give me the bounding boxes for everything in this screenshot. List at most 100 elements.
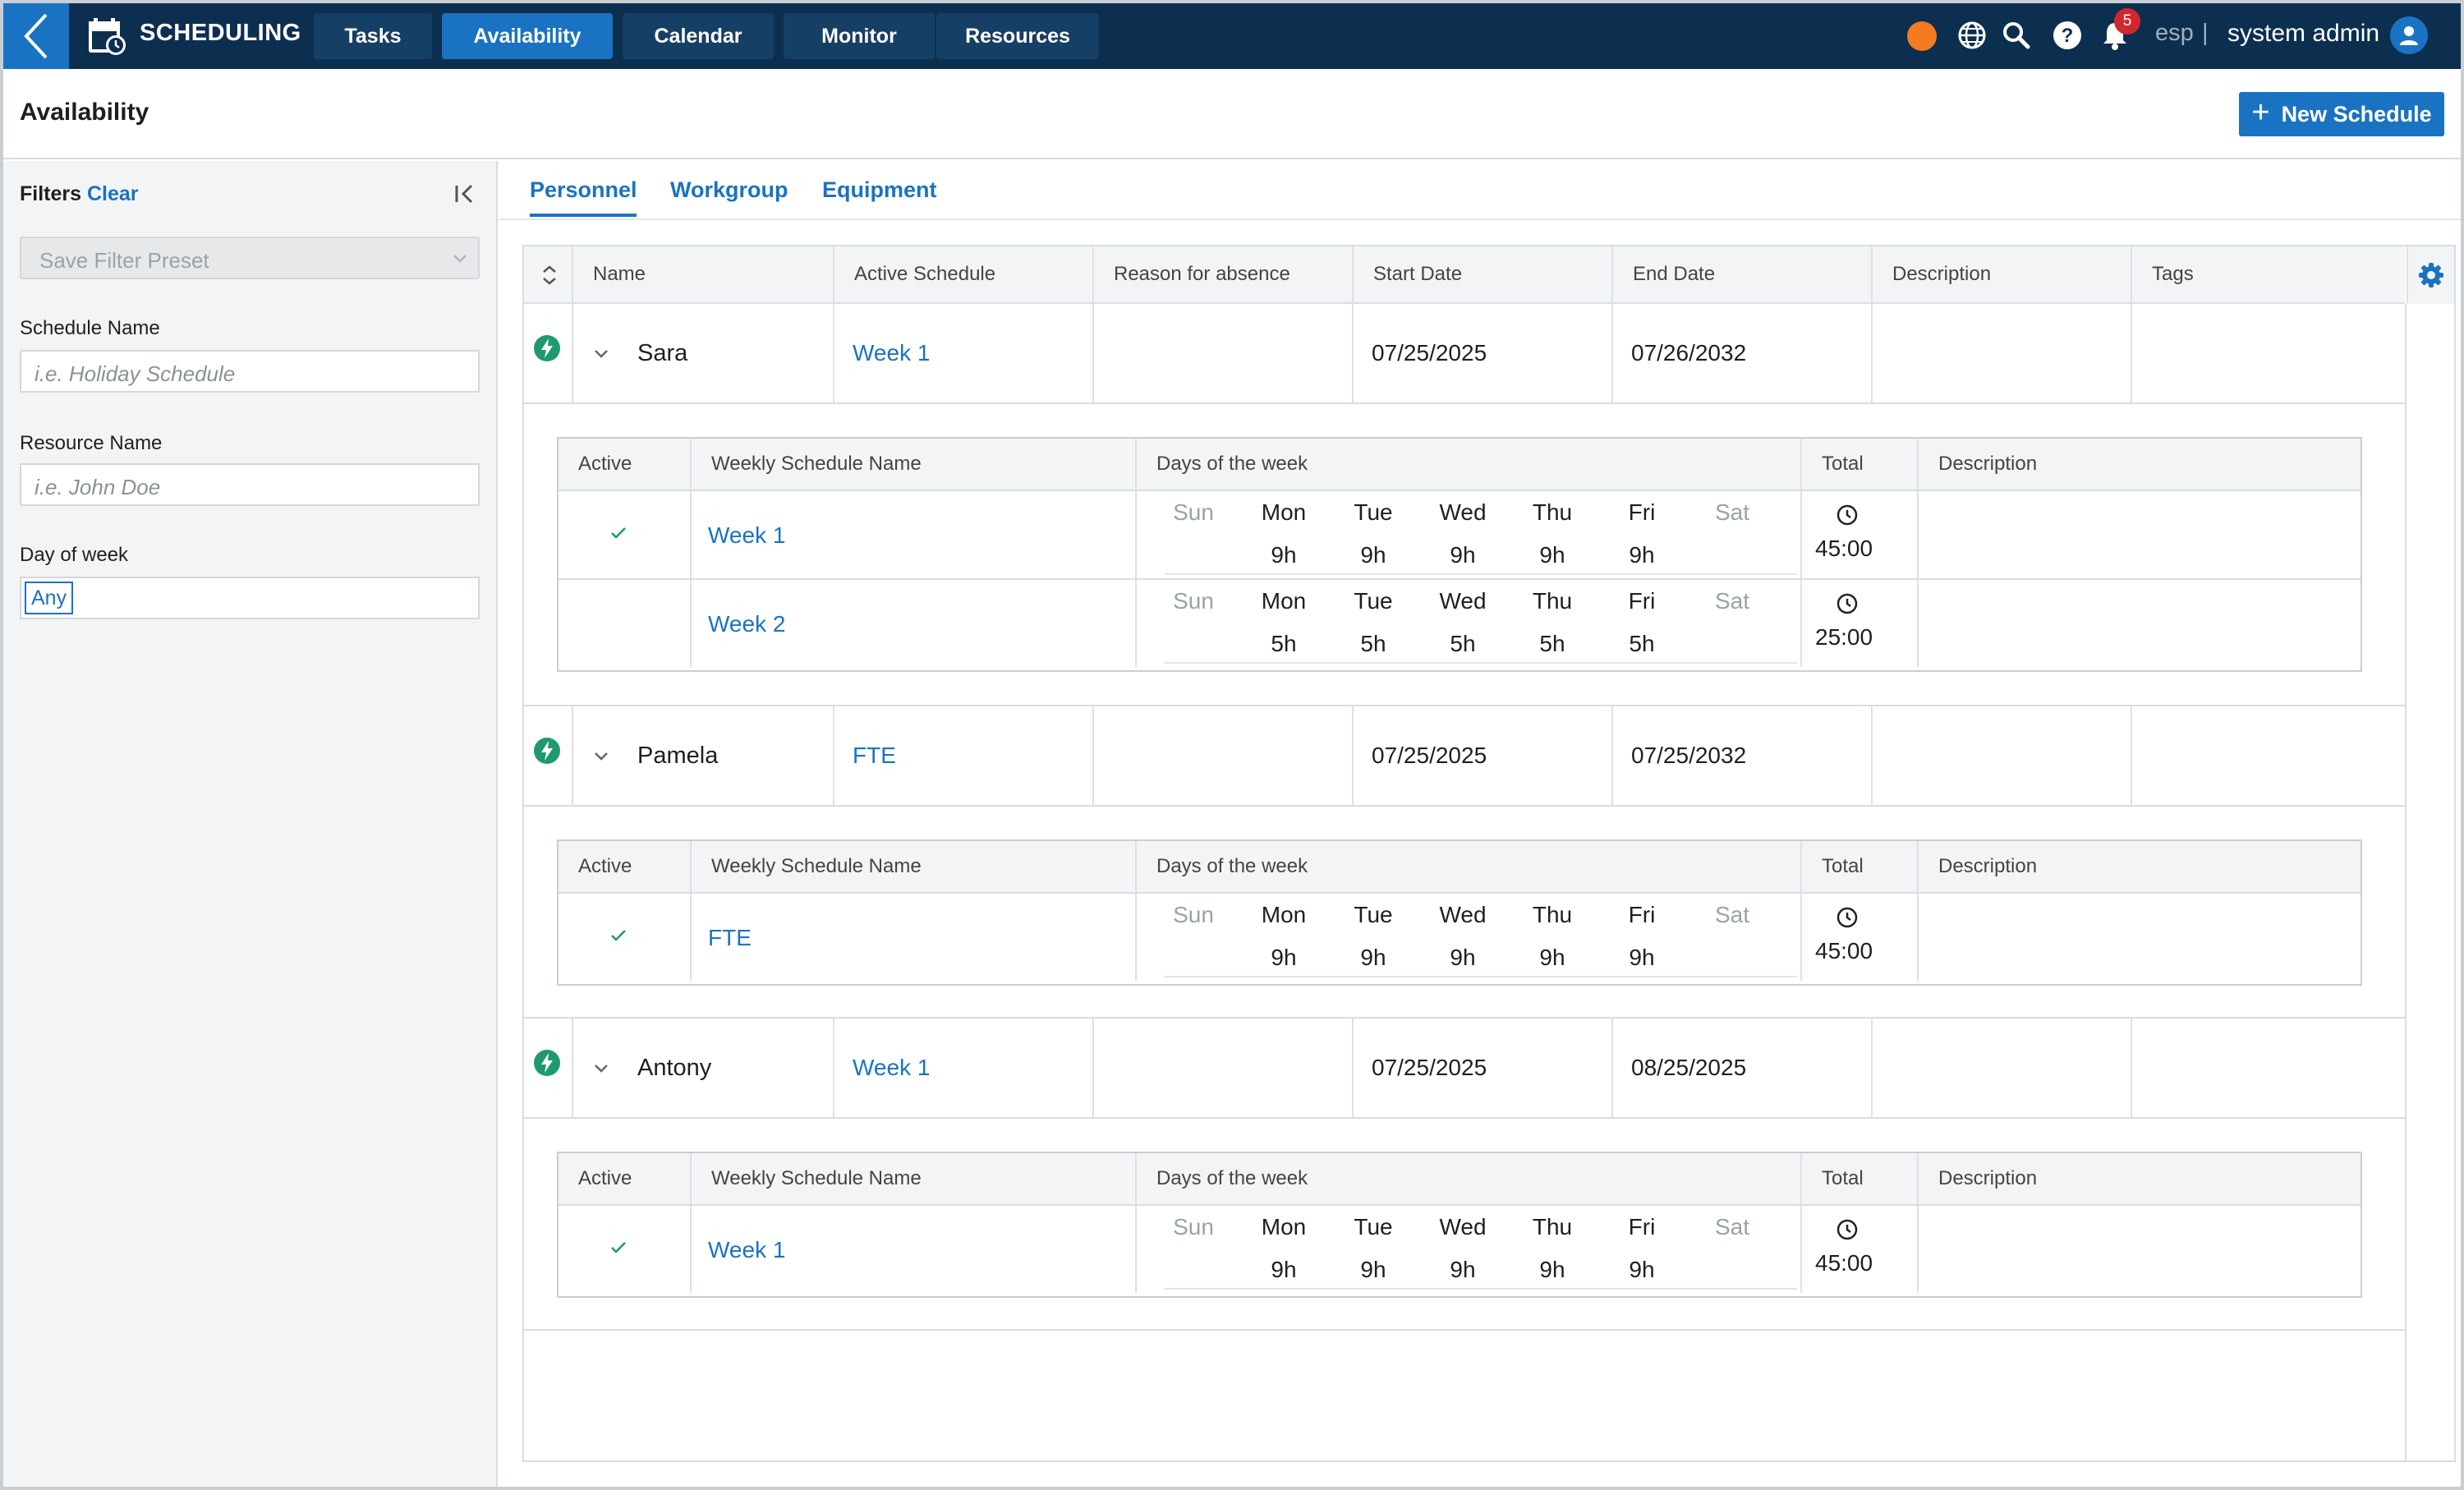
- resource-name-input[interactable]: i.e. John Doe: [20, 463, 480, 506]
- active-schedule-link[interactable]: Week 1: [833, 304, 1092, 402]
- person-name: Pamela: [637, 743, 719, 769]
- divider: [690, 491, 1135, 578]
- column-header-tags[interactable]: Tags: [2131, 246, 2405, 302]
- app-title: SCHEDULING: [140, 20, 301, 46]
- day-of-week-chip[interactable]: Any: [25, 582, 74, 614]
- search-icon[interactable]: [1999, 18, 2034, 53]
- status-indicator[interactable]: [1907, 21, 1937, 51]
- column-header-end-date[interactable]: End Date: [1611, 246, 1871, 302]
- inner-column-name: Weekly Schedule Name: [690, 439, 1135, 490]
- grid-settings-button[interactable]: [2407, 246, 2454, 304]
- divider: [690, 894, 1135, 981]
- active-schedule-link[interactable]: FTE: [833, 706, 1092, 805]
- inner-header: Active Weekly Schedule Name Days of the …: [559, 1153, 2361, 1206]
- schedule-name-input[interactable]: i.e. Holiday Schedule: [20, 350, 480, 393]
- inner-column-total: Total: [1800, 1153, 1917, 1204]
- separator: |: [2202, 20, 2209, 46]
- tab-resources[interactable]: Resources: [936, 13, 1099, 59]
- chevron-down-icon[interactable]: [591, 1058, 611, 1078]
- checkmark-icon: [611, 1242, 626, 1253]
- help-icon[interactable]: ?: [2050, 18, 2085, 53]
- column-header-reason[interactable]: Reason for absence: [1092, 246, 1352, 302]
- hours-thu: 9h: [1539, 945, 1565, 970]
- start-date-cell: 07/25/2025: [1352, 706, 1611, 805]
- language-switch[interactable]: esp: [2155, 20, 2194, 46]
- tab-availability[interactable]: Availability: [442, 13, 613, 59]
- column-header-active-schedule[interactable]: Active Schedule: [833, 246, 1092, 302]
- hours-mon: 9h: [1271, 1257, 1297, 1282]
- reason-cell: [1092, 304, 1352, 402]
- table-row[interactable]: Week 2 Sun Mon Tue Wed Thu Fri Sat 5h 5h…: [559, 580, 2361, 669]
- clock-icon: [1837, 907, 1858, 928]
- end-date-cell: 07/26/2032: [1611, 304, 1871, 402]
- tags-cell: [2131, 304, 2405, 402]
- day-thu: Thu: [1532, 902, 1573, 927]
- globe-icon[interactable]: [1955, 18, 1989, 53]
- column-header-description[interactable]: Description: [1871, 246, 2131, 302]
- day-sat: Sat: [1714, 588, 1750, 614]
- weekly-schedule-link[interactable]: Week 1: [708, 1237, 786, 1262]
- hours-wed: 9h: [1450, 945, 1476, 970]
- schedule-description: [1917, 894, 2361, 981]
- description-cell: [1871, 706, 2131, 805]
- hours-wed: 9h: [1450, 542, 1476, 568]
- chevron-down-icon[interactable]: [591, 746, 611, 766]
- clear-filters-link[interactable]: Clear: [87, 182, 139, 205]
- save-filter-preset-select: Save Filter Preset: [20, 237, 480, 279]
- day-mon: Mon: [1261, 499, 1307, 525]
- tab-workgroup[interactable]: Workgroup: [670, 177, 788, 202]
- active-schedule-link[interactable]: Week 1: [833, 1019, 1092, 1117]
- chevron-down-icon: [453, 255, 467, 263]
- plus-icon: +: [2251, 95, 2270, 130]
- gear-icon: [2419, 263, 2443, 287]
- resource-name-label: Resource Name: [20, 432, 163, 454]
- hours-thu: 5h: [1539, 631, 1565, 656]
- table-row[interactable]: Pamela FTE 07/25/2025 07/25/2032: [524, 706, 2405, 807]
- inner-column-days: Days of the week: [1135, 1153, 1800, 1204]
- table-row[interactable]: FTE Sun Mon Tue Wed Thu Fri Sat 9h 9h 9h…: [559, 894, 2361, 982]
- row-detail: Active Weekly Schedule Name Days of the …: [524, 404, 2405, 706]
- table-row[interactable]: Sara Week 1 07/25/2025 07/26/2032: [524, 304, 2405, 404]
- checkmark-icon: [611, 527, 626, 539]
- inner-header: Active Weekly Schedule Name Days of the …: [559, 439, 2361, 491]
- inner-header: Active Weekly Schedule Name Days of the …: [559, 841, 2361, 894]
- weekly-schedule-link[interactable]: Week 2: [708, 611, 786, 637]
- hours-mon: 9h: [1271, 945, 1297, 970]
- chevron-left-icon: [24, 13, 48, 59]
- reason-cell: [1092, 706, 1352, 805]
- inner-column-description: Description: [1917, 841, 2361, 892]
- tab-equipment[interactable]: Equipment: [822, 177, 937, 202]
- table-row[interactable]: Week 1 Sun Mon Tue Wed Thu Fri Sat 9h 9h…: [559, 1206, 2361, 1295]
- column-header-name[interactable]: Name: [572, 246, 833, 302]
- collapse-sidebar-icon[interactable]: [450, 179, 480, 209]
- total-hours: 45:00: [1815, 938, 1873, 963]
- column-header-start-date[interactable]: Start Date: [1352, 246, 1611, 302]
- tab-personnel[interactable]: Personnel: [530, 177, 637, 202]
- tab-calendar[interactable]: Calendar: [623, 13, 774, 59]
- tab-monitor[interactable]: Monitor: [784, 13, 935, 59]
- hours-fri: 5h: [1629, 631, 1655, 656]
- new-schedule-button[interactable]: + New Schedule: [2239, 92, 2444, 136]
- avatar[interactable]: [2390, 16, 2428, 54]
- day-of-week-select[interactable]: Any: [20, 577, 480, 619]
- inner-column-days: Days of the week: [1135, 841, 1800, 892]
- weekly-schedule-link[interactable]: FTE: [708, 925, 752, 950]
- day-wed: Wed: [1439, 499, 1487, 525]
- chevron-down-icon[interactable]: [591, 343, 611, 363]
- day-mon: Mon: [1261, 902, 1307, 927]
- day-sun: Sun: [1173, 902, 1214, 927]
- user-name[interactable]: system admin: [2227, 20, 2380, 47]
- main-content: Personnel Workgroup Equipment Name Activ…: [499, 161, 2461, 1487]
- day-wed: Wed: [1439, 902, 1487, 927]
- days-divider: [1165, 573, 1797, 575]
- page-title: Availability: [20, 99, 149, 126]
- back-button[interactable]: [3, 3, 69, 69]
- row-detail: Active Weekly Schedule Name Days of the …: [524, 1119, 2405, 1331]
- weekly-schedule-link[interactable]: Week 1: [708, 522, 786, 548]
- tab-tasks[interactable]: Tasks: [314, 13, 432, 59]
- table-row[interactable]: Antony Week 1 07/25/2025 08/25/2025: [524, 1019, 2405, 1119]
- collapse-all-icon[interactable]: [537, 263, 562, 287]
- table-row[interactable]: Week 1 Sun Mon Tue Wed Thu Fri Sat 9h 9h…: [559, 491, 2361, 580]
- clock-icon: [1837, 1219, 1858, 1240]
- filters-title: Filters: [20, 182, 82, 205]
